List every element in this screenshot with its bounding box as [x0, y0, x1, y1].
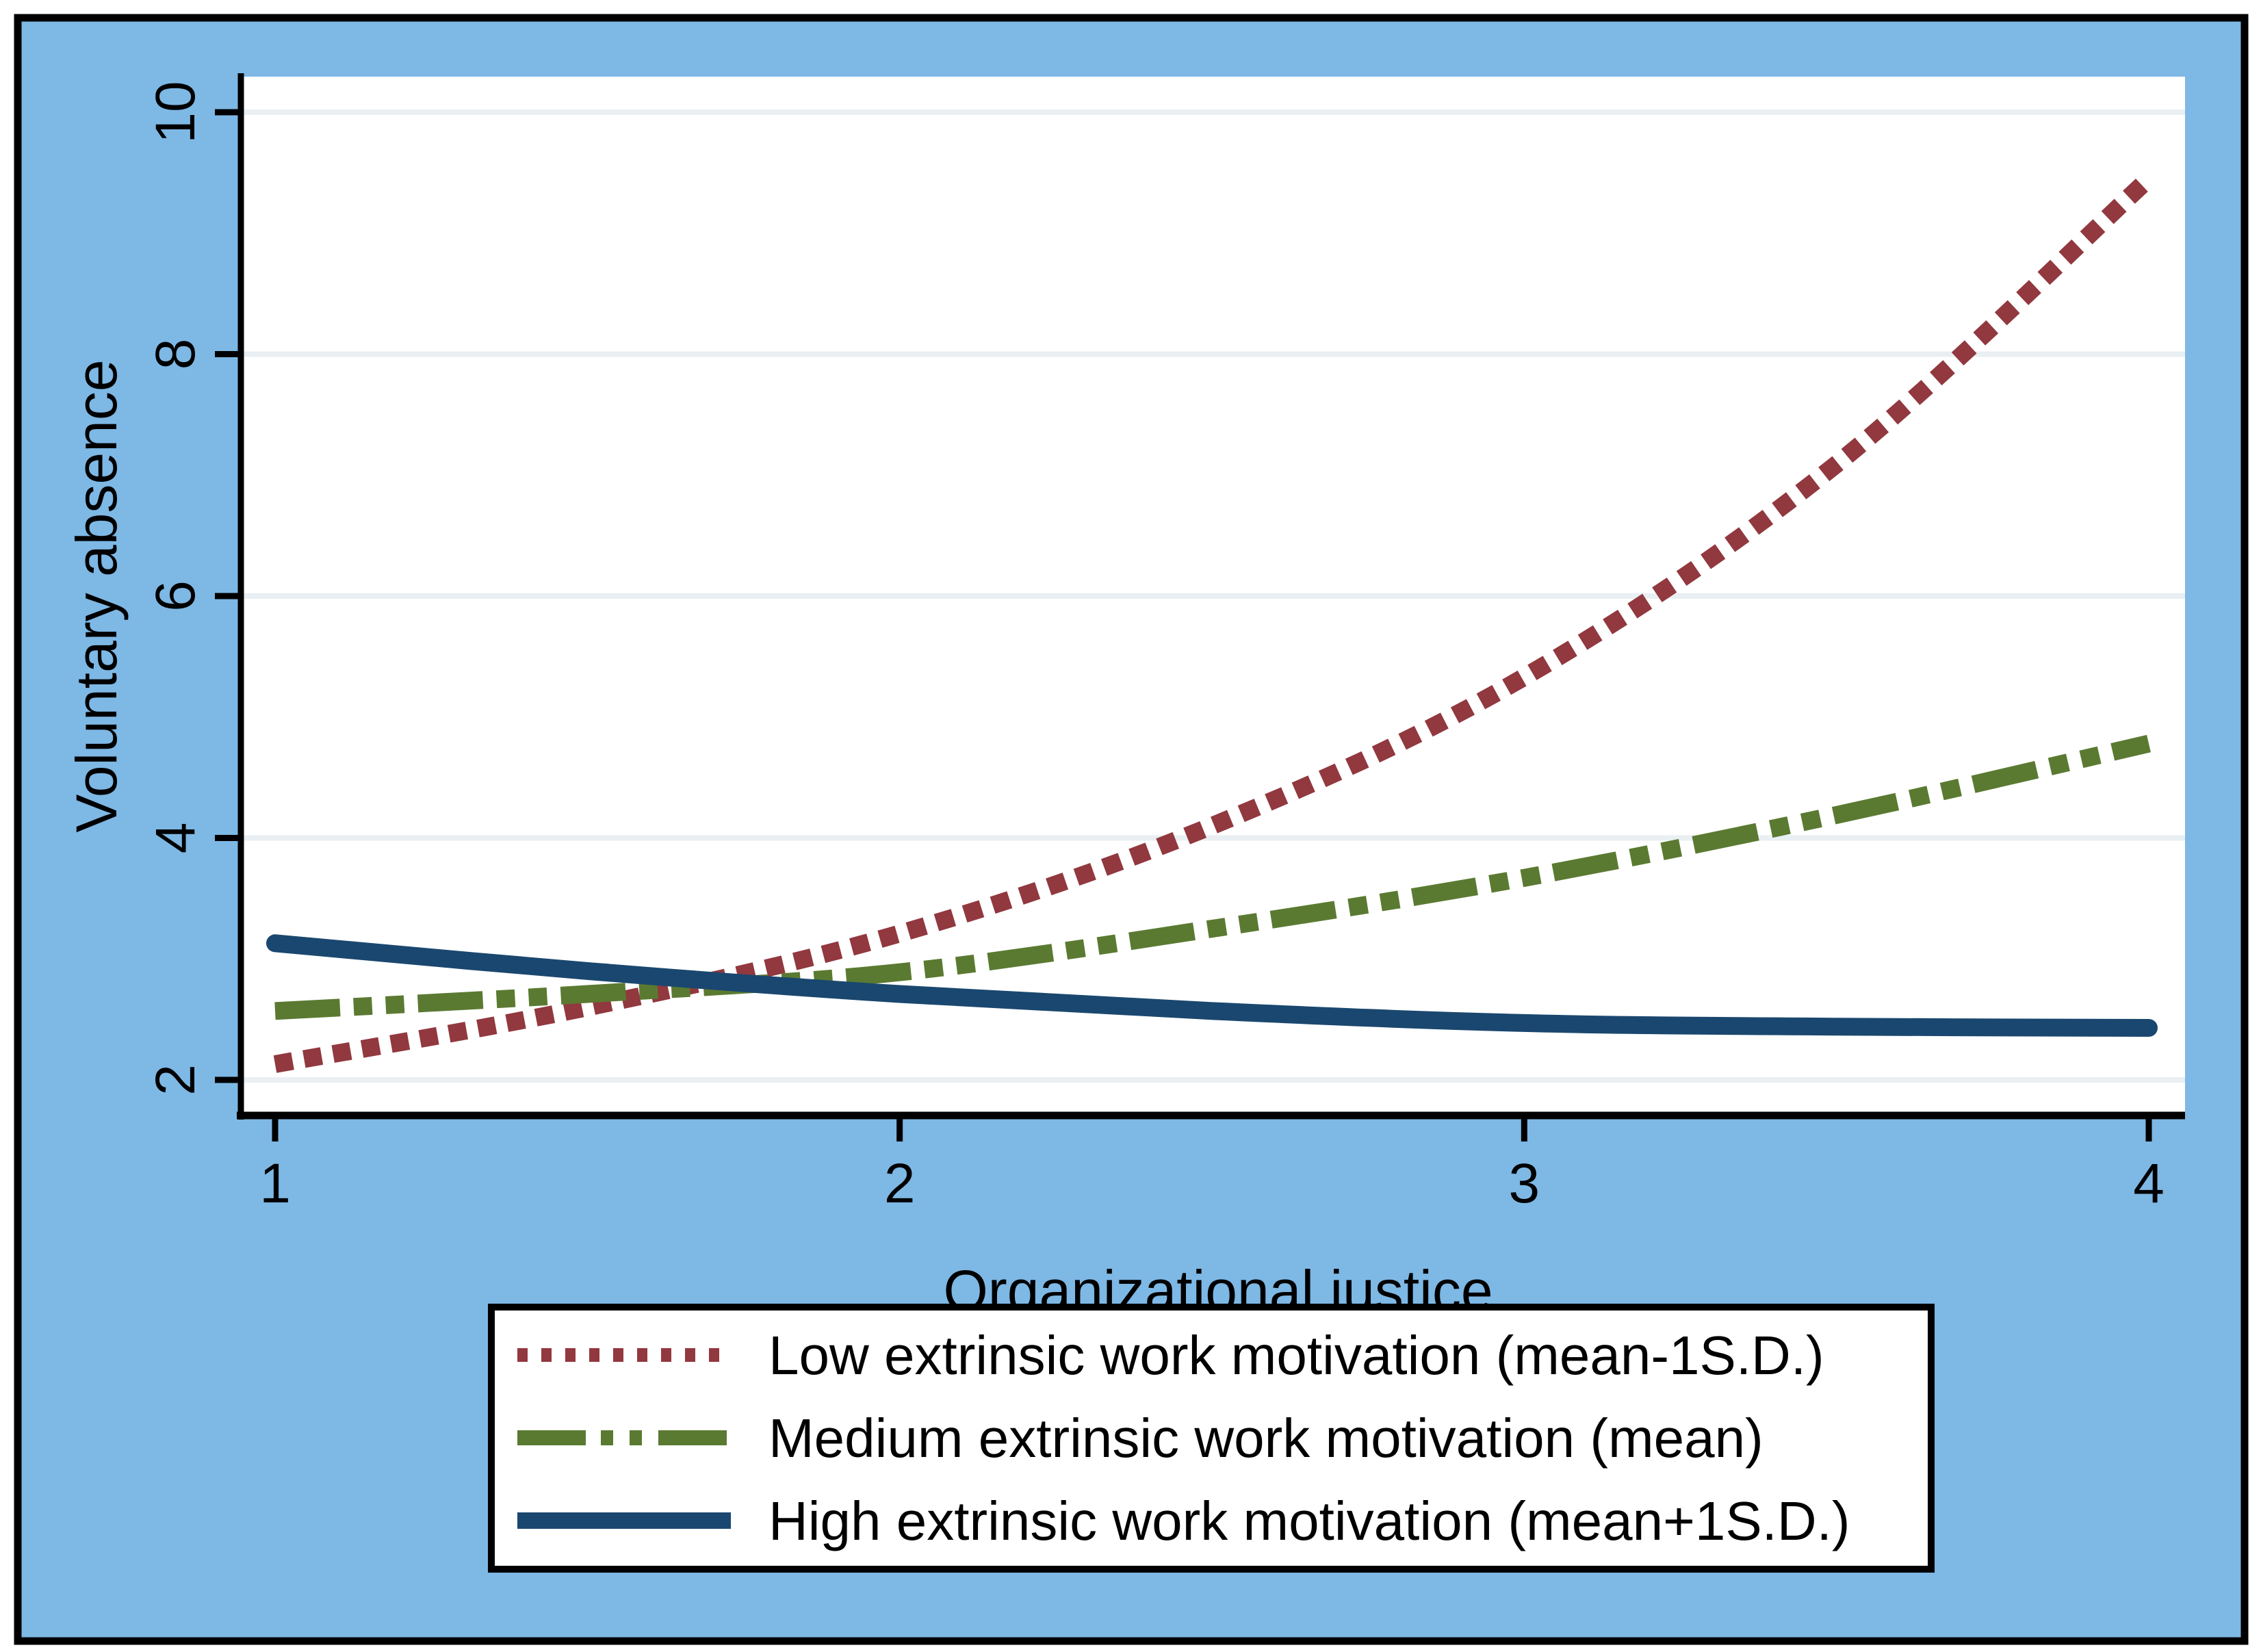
legend-label-1: Medium extrinsic work motivation (mean) [768, 1408, 1763, 1469]
series-curve-1 [274, 734, 2151, 1020]
x-tick-label-1: 1 [259, 1152, 291, 1215]
data-curves [266, 172, 2158, 1073]
legend-items: Low extrinsic work motivation (mean-1S.D… [517, 1325, 1850, 1551]
axis-ticks [215, 109, 2152, 1141]
axis-tick-labels: 1 2 3 4 2 4 6 8 10 [144, 81, 2165, 1215]
legend-label-2: High extrinsic work motivation (mean+1S.… [768, 1490, 1850, 1551]
y-tick-label-2: 2 [144, 1064, 207, 1096]
legend-box [488, 1304, 1935, 1573]
y-tick-label-10: 10 [144, 81, 207, 143]
y-tick-label-6: 6 [144, 580, 207, 612]
legend-item-2: High extrinsic work motivation (mean+1S.… [517, 1490, 1850, 1551]
y-axis-title: Voluntary absence [64, 359, 129, 832]
y-tick-label-8: 8 [144, 339, 207, 370]
series-curve-0 [273, 172, 2155, 1073]
series-curve-2 [266, 934, 2158, 1037]
x-tick-label-4: 4 [2133, 1152, 2165, 1215]
x-tick-label-3: 3 [1509, 1152, 1540, 1215]
x-tick-label-2: 2 [884, 1152, 916, 1215]
y-tick-label-4: 4 [144, 823, 207, 854]
legend: Low extrinsic work motivation (mean-1S.D… [488, 1304, 1935, 1573]
gridlines [241, 109, 2185, 1083]
legend-label-0: Low extrinsic work motivation (mean-1S.D… [768, 1325, 1824, 1386]
legend-item-0: Low extrinsic work motivation (mean-1S.D… [517, 1325, 1824, 1386]
legend-item-1: Medium extrinsic work motivation (mean) [517, 1408, 1763, 1469]
